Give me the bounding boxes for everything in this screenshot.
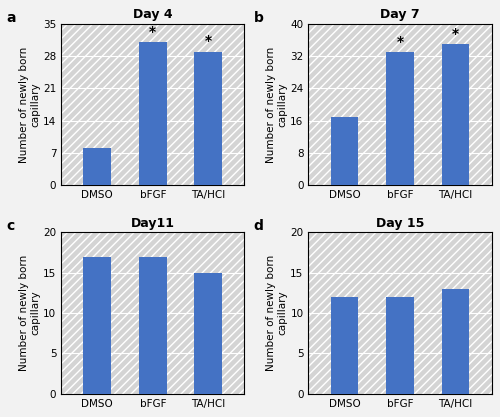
Bar	[84, 148, 111, 185]
Y-axis label: Number of newly born
capillary: Number of newly born capillary	[266, 255, 287, 371]
Bar	[386, 297, 414, 394]
Text: d: d	[254, 219, 264, 234]
Bar	[442, 289, 469, 394]
Text: a: a	[6, 11, 16, 25]
Title: Day11: Day11	[131, 217, 175, 230]
Bar	[139, 43, 166, 185]
Title: Day 7: Day 7	[380, 8, 420, 21]
Text: c: c	[6, 219, 14, 234]
Title: Day 15: Day 15	[376, 217, 424, 230]
Bar	[386, 52, 414, 185]
Text: *: *	[396, 35, 404, 49]
Bar	[84, 256, 111, 394]
Text: b: b	[254, 11, 264, 25]
Bar	[139, 256, 166, 394]
Text: *: *	[149, 25, 156, 39]
Text: *: *	[205, 34, 212, 48]
Bar	[442, 44, 469, 185]
Title: Day 4: Day 4	[133, 8, 172, 21]
Bar	[330, 117, 358, 185]
Y-axis label: Number of newly born
capillary: Number of newly born capillary	[266, 46, 287, 163]
Bar	[194, 273, 222, 394]
Bar	[330, 297, 358, 394]
Bar	[194, 52, 222, 185]
Text: *: *	[452, 27, 459, 41]
Y-axis label: Number of newly born
capillary: Number of newly born capillary	[18, 255, 40, 371]
Y-axis label: Number of newly born
capillary: Number of newly born capillary	[18, 46, 40, 163]
